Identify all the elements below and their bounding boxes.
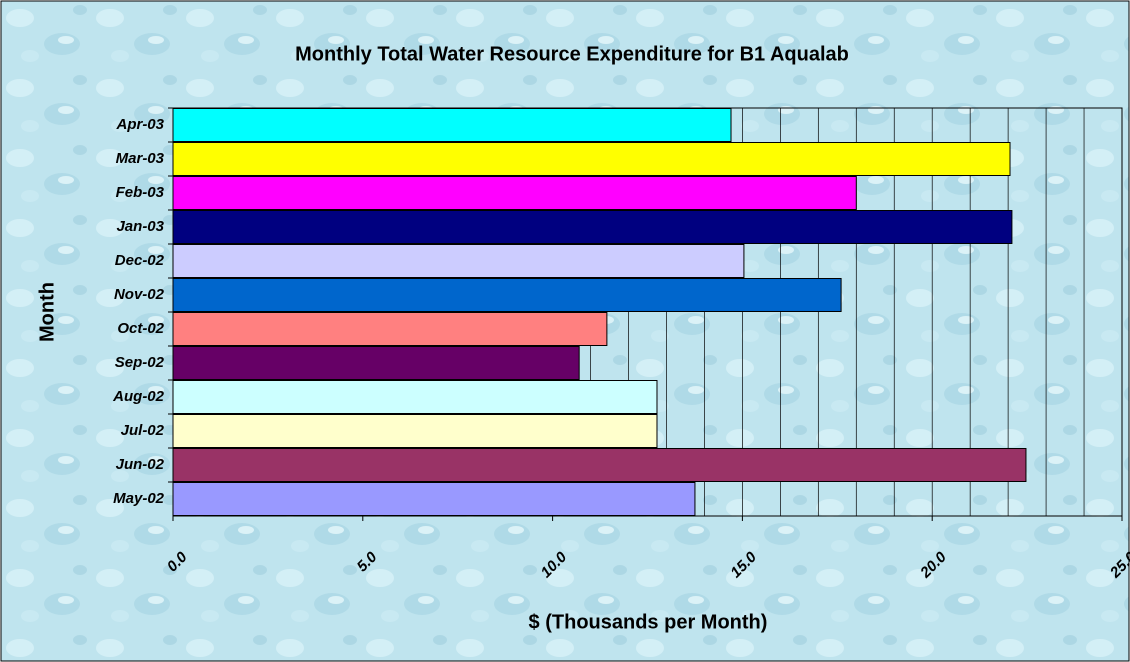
bar <box>172 108 732 142</box>
y-tick-label: May-02 <box>113 490 165 507</box>
chart-title: Monthly Total Water Resource Expenditure… <box>295 43 849 65</box>
y-tick-label: Jun-02 <box>116 456 165 473</box>
bar <box>172 244 745 278</box>
bar <box>172 448 1027 482</box>
bar <box>172 414 658 448</box>
y-tick-label: Dec-02 <box>115 252 165 269</box>
y-tick-label: Aug-02 <box>112 388 164 405</box>
x-axis-title: $ (Thousands per Month) <box>529 611 768 633</box>
y-tick-label: Nov-02 <box>114 286 165 303</box>
bar <box>172 312 608 346</box>
y-tick-label: Sep-02 <box>115 354 165 371</box>
bar <box>172 176 857 210</box>
bar <box>172 142 1011 176</box>
y-tick-label: Jul-02 <box>121 422 165 439</box>
y-tick-label: Jan-03 <box>116 218 164 235</box>
bar <box>172 278 842 312</box>
bar <box>172 380 658 414</box>
y-tick-label: Mar-03 <box>116 150 165 167</box>
y-axis-title: Month <box>36 282 58 342</box>
y-tick-label: Oct-02 <box>117 320 164 337</box>
y-tick-label: Feb-03 <box>116 184 165 201</box>
bar <box>172 210 1013 244</box>
bar <box>172 346 580 380</box>
y-tick-label: Apr-03 <box>115 116 164 133</box>
bar <box>172 482 696 516</box>
